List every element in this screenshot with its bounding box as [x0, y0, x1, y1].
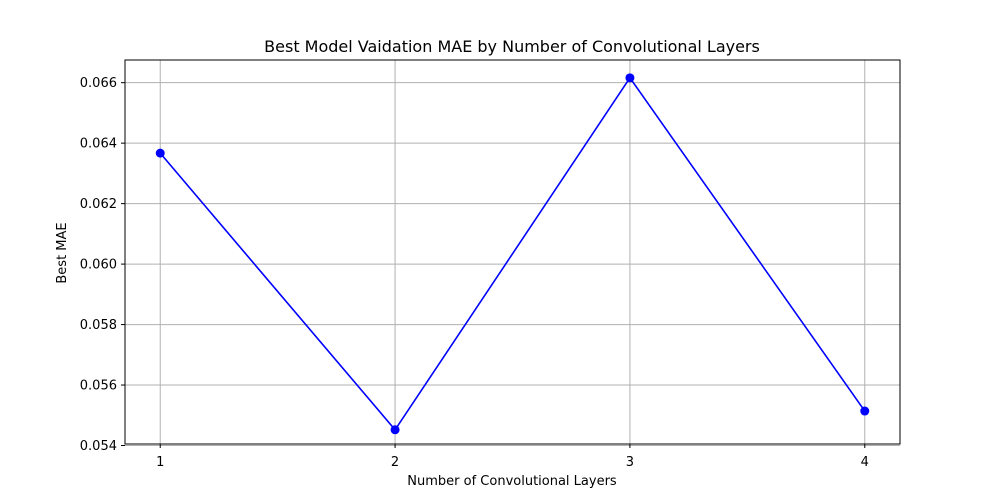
x-axis-title: Number of Convolutional Layers — [407, 474, 617, 489]
x-axis: 1 2 3 4 — [156, 444, 869, 470]
y-tick-label: 0.062 — [80, 197, 117, 212]
data-point — [155, 148, 165, 158]
data-point — [390, 425, 400, 435]
plot-frame — [124, 59, 901, 445]
y-tick-label: 0.060 — [80, 258, 117, 273]
chart-title: Best Model Vaidation MAE by Number of Co… — [264, 37, 760, 56]
y-axis-title: Best MAE — [55, 222, 70, 283]
y-tick-label: 0.054 — [80, 439, 117, 454]
x-tick-label: 2 — [391, 455, 399, 470]
x-tick-label: 3 — [626, 455, 634, 470]
data-point — [625, 73, 635, 83]
grid — [125, 60, 900, 447]
y-tick-label: 0.058 — [80, 318, 117, 333]
y-tick-label: 0.066 — [80, 76, 117, 91]
y-tick-label: 0.056 — [80, 379, 117, 394]
series-line — [159, 76, 866, 432]
data-point — [860, 406, 870, 416]
series-layer — [155, 73, 870, 435]
y-tick-label: 0.064 — [80, 137, 117, 152]
y-axis: 0.054 0.056 0.058 0.060 0.062 0.064 0.066 — [80, 76, 125, 454]
x-tick-label: 4 — [861, 455, 869, 470]
x-tick-label: 1 — [156, 455, 164, 470]
